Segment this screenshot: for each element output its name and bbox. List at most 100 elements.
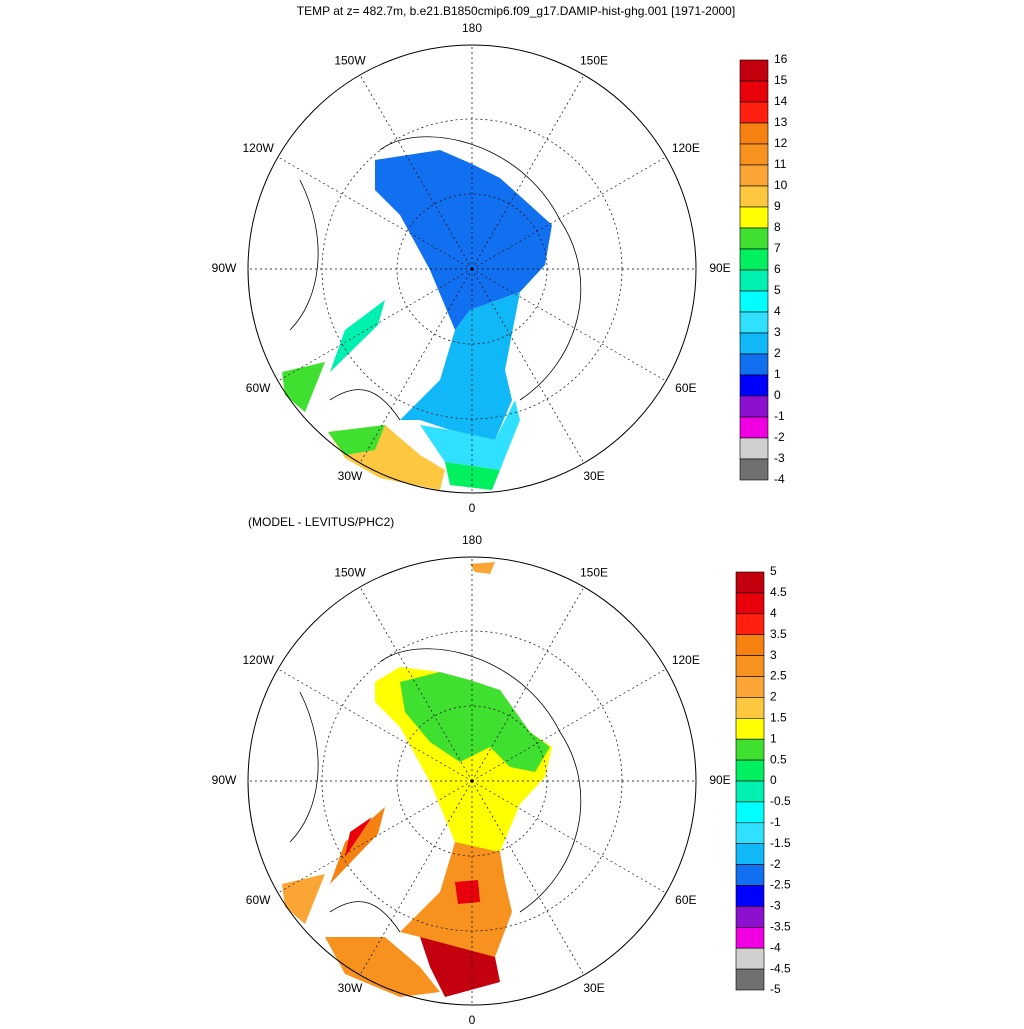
meridian [277, 668, 473, 782]
colorbar-box [735, 676, 765, 698]
longitude-label: 120E [672, 653, 700, 667]
meridian [471, 586, 585, 782]
colorbar-box [735, 655, 765, 677]
colorbar-label: -0.5 [770, 794, 791, 808]
colorbar-box [735, 885, 765, 907]
longitude-label: 60E [675, 893, 696, 907]
colorbar-label: 6 [774, 262, 781, 276]
colorbar-box [735, 697, 765, 719]
meridian [359, 74, 473, 270]
longitude-label: 150W [334, 53, 366, 67]
map-bottom [282, 562, 582, 997]
meridian [277, 780, 473, 894]
colorbar-label: 1 [770, 731, 777, 745]
colorbar-label: 14 [774, 94, 788, 108]
colorbar-box [739, 374, 769, 397]
colorbar-label: 4 [774, 304, 781, 318]
map-top [282, 136, 582, 490]
colorbar-box [735, 613, 765, 635]
meridian [359, 268, 473, 464]
meridian [471, 780, 667, 894]
colorbar-label: 11 [774, 157, 787, 171]
colorbar-label: 2.5 [770, 669, 787, 683]
colorbar-box [739, 332, 769, 355]
colorbar-box [739, 437, 769, 460]
colorbar-label: 5 [774, 283, 781, 297]
colorbar-label: -3.5 [770, 919, 791, 933]
longitude-label: 90E [709, 261, 730, 275]
colorbar-label: 2 [774, 346, 781, 360]
longitude-label: 60W [246, 381, 271, 395]
meridian [471, 668, 667, 782]
colorbar-label: 3 [770, 648, 777, 662]
colorbar-box [735, 843, 765, 865]
colorbar-box [735, 822, 765, 844]
colorbar-label: -3 [770, 899, 781, 913]
longitude-label: 150E [580, 53, 608, 67]
longitude-label: 30W [338, 981, 363, 995]
colorbar-label: 1.5 [770, 710, 787, 724]
colorbar-label: -2.5 [770, 878, 791, 892]
colorbar-label: 10 [774, 178, 788, 192]
longitude-label: 0 [469, 1013, 476, 1024]
longitude-label: 90W [212, 773, 237, 787]
colorbar-label: 0 [774, 388, 781, 402]
colorbar-box [739, 395, 769, 418]
colorbar-label: 16 [774, 52, 788, 66]
longitude-label: 120E [672, 141, 700, 155]
meridian [471, 268, 585, 464]
longitude-label: 90E [709, 773, 730, 787]
colorbar-label: 3.5 [770, 627, 787, 641]
longitude-label: 120W [242, 653, 274, 667]
longitude-label: 30E [583, 469, 604, 483]
meridian [359, 586, 473, 782]
longitude-label: 60W [246, 893, 271, 907]
longitude-label: 90W [212, 261, 237, 275]
meridian [359, 780, 473, 976]
colorbar-label: 5 [770, 564, 777, 578]
subtitle: (MODEL - LEVITUS/PHC2) [248, 515, 394, 529]
colorbar-box [739, 206, 769, 229]
longitude-label: 180 [462, 21, 482, 35]
colorbar-box [735, 717, 765, 740]
longitude-label: 30E [583, 981, 604, 995]
longitude-label: 150W [334, 565, 366, 579]
title: TEMP at z= 482.7m, b.e21.B1850cmip6.f09_… [297, 4, 735, 18]
longitude-label: 60E [675, 381, 696, 395]
colorbar-box [735, 864, 765, 886]
colorbar-box [739, 185, 769, 208]
colorbar-label: 0.5 [770, 752, 787, 766]
colorbar-box [735, 968, 765, 991]
colorbar-box [735, 947, 765, 970]
colorbar-label: -2 [770, 857, 781, 871]
longitude-label: 0 [469, 501, 476, 515]
colorbar-box [739, 164, 769, 187]
colorbar-box [739, 227, 769, 250]
colorbar-box [735, 780, 765, 803]
colorbar-label: -1.5 [770, 836, 791, 850]
longitude-label: 150E [580, 565, 608, 579]
map-boundary [247, 44, 697, 494]
colorbar-box [739, 122, 769, 145]
colorbar-label: 15 [774, 73, 788, 87]
meridian [471, 268, 667, 382]
colorbar-box [735, 926, 765, 949]
meridian [277, 268, 473, 382]
colorbar-box [739, 290, 769, 313]
colorbar-box [739, 458, 769, 481]
colorbar-label: -4.5 [770, 961, 791, 975]
colorbar-box [739, 416, 769, 439]
longitude-label: 120W [242, 141, 274, 155]
colorbar-box [739, 80, 769, 103]
colorbar-label: 4.5 [770, 585, 787, 599]
colorbar-box [739, 248, 769, 271]
colorbar-label: 12 [774, 136, 788, 150]
colorbar-box [735, 571, 765, 594]
colorbar-label: -4 [774, 472, 785, 486]
map-boundary [247, 556, 697, 1006]
colorbar-box [735, 906, 765, 928]
colorbar-label: -5 [770, 982, 781, 996]
colorbar-label: -1 [770, 815, 781, 829]
colorbar-box [739, 353, 769, 376]
